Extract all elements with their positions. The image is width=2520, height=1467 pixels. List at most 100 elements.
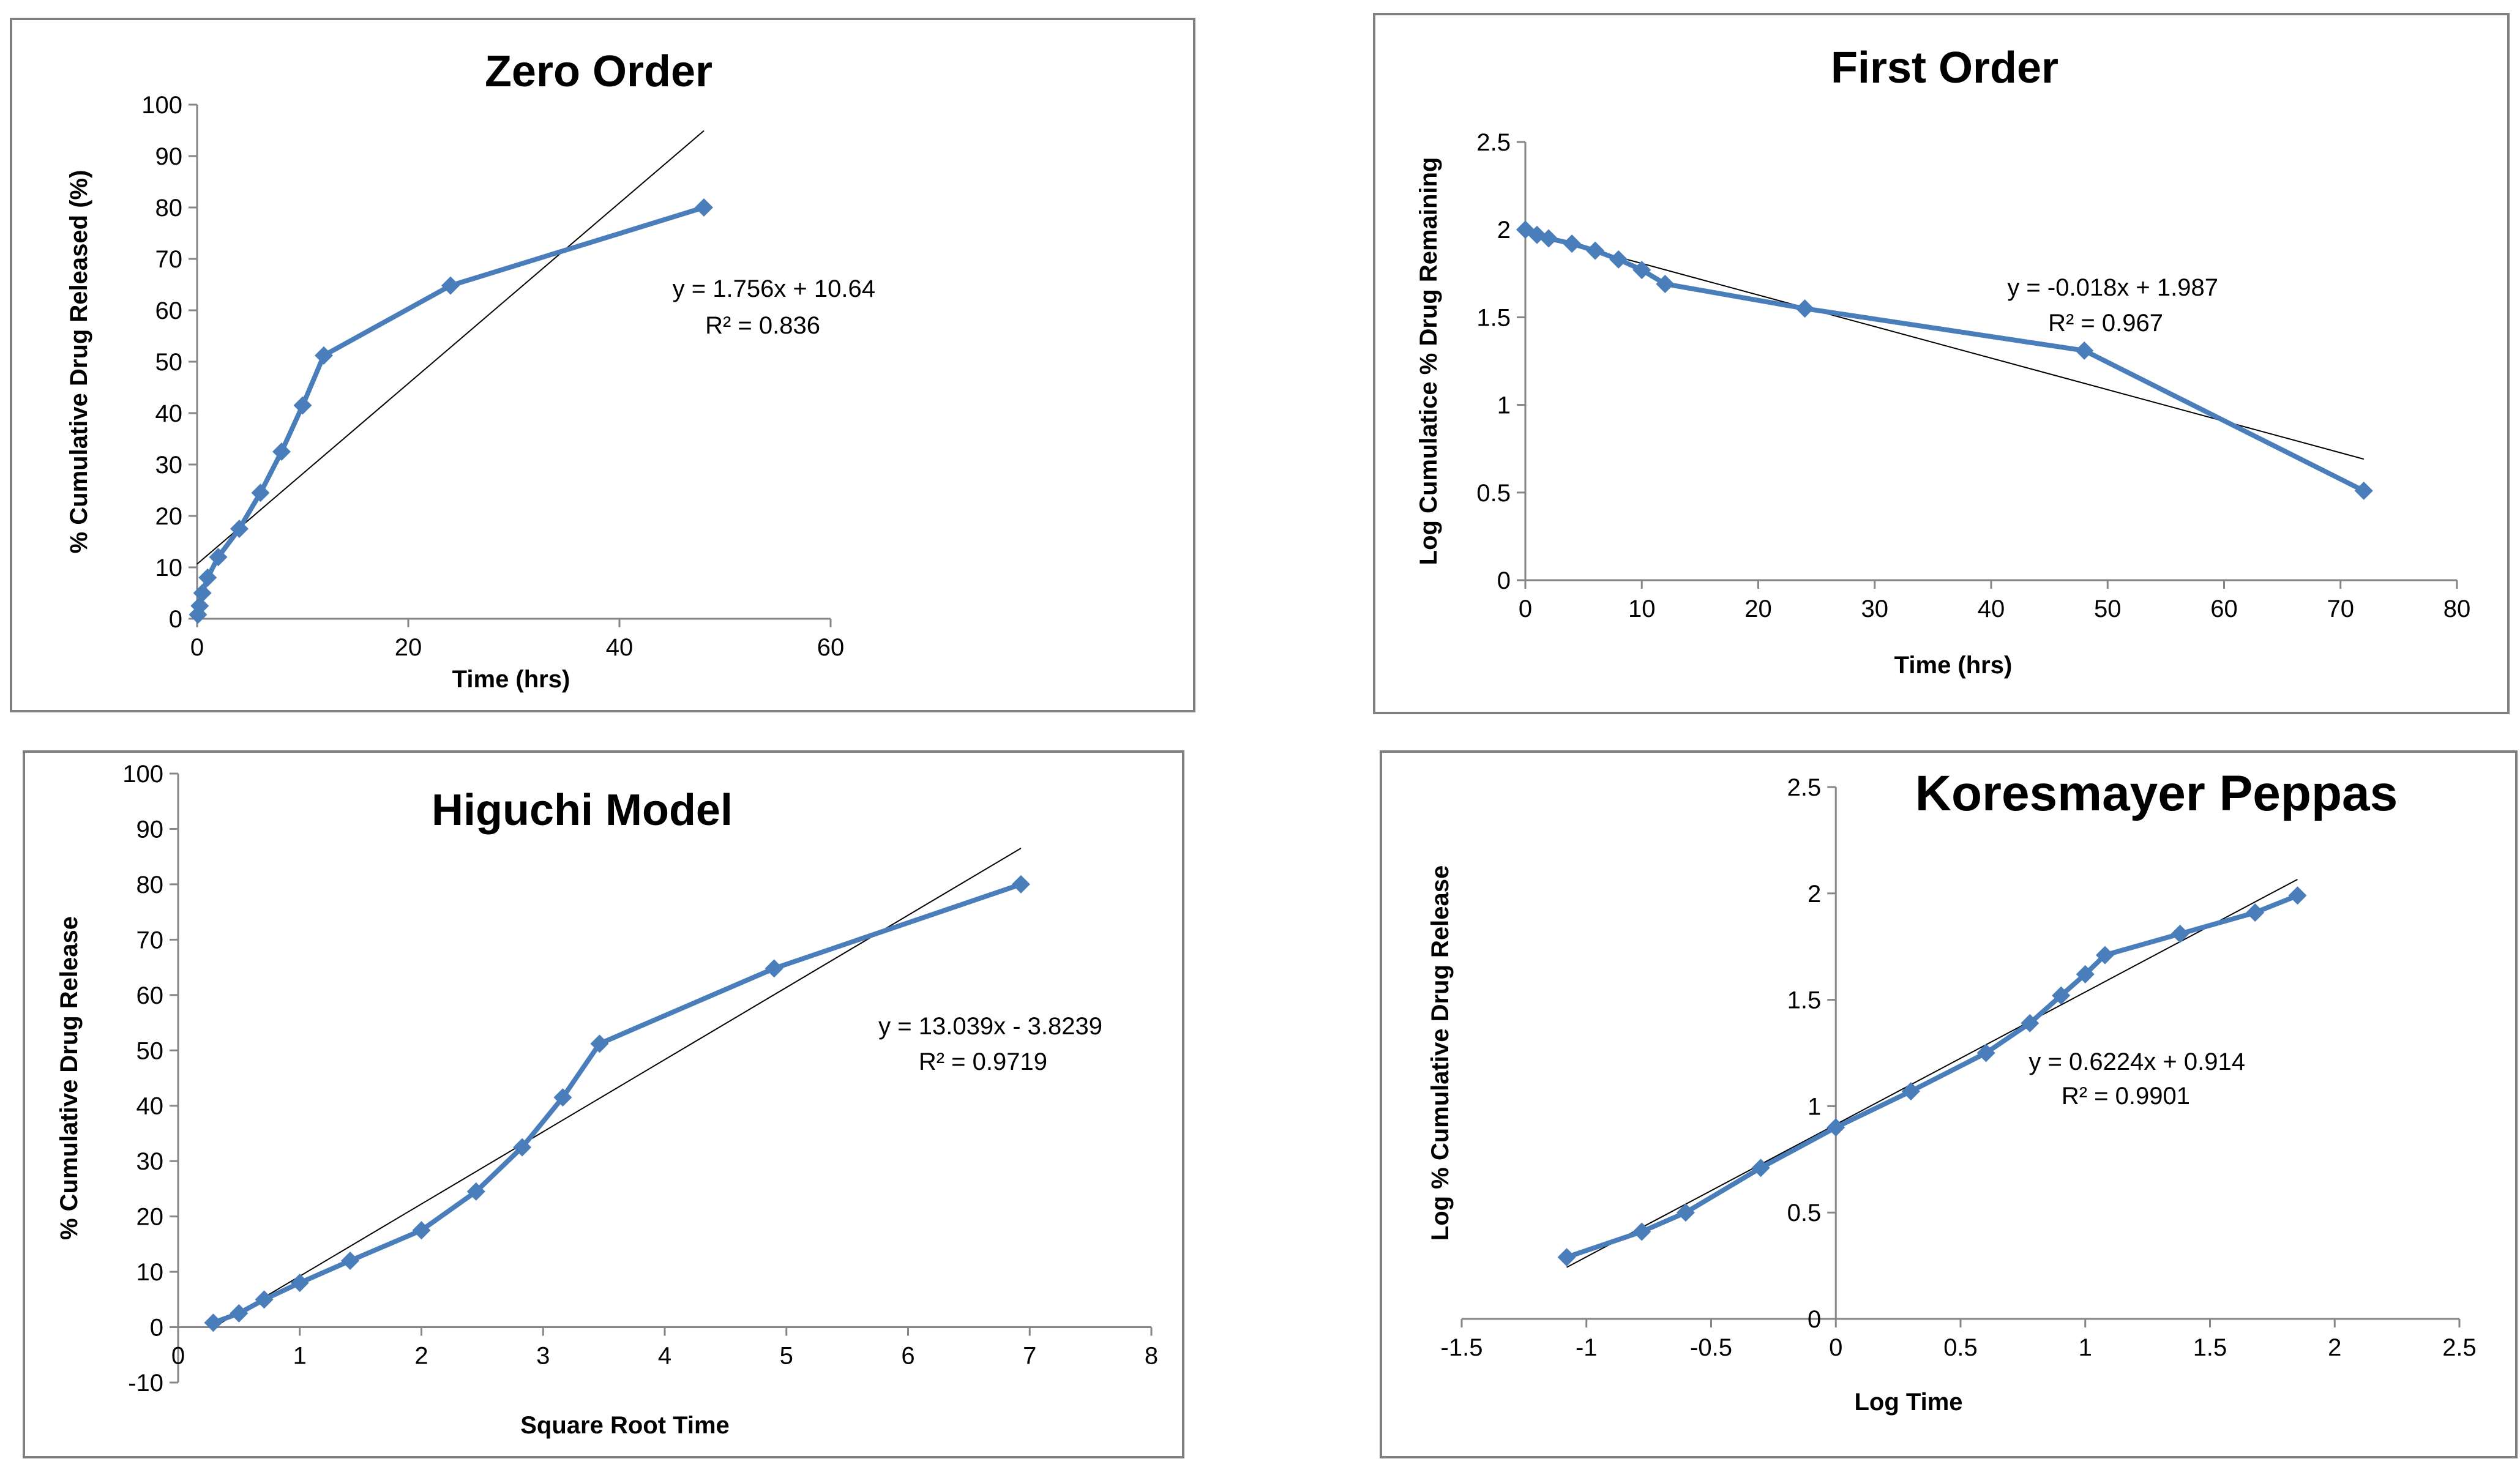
y-tick-label: 50	[155, 349, 183, 376]
data-point	[2288, 886, 2307, 905]
x-axis-label: Log Time	[1854, 1389, 1962, 1416]
y-tick-label: 0.5	[1787, 1200, 1822, 1226]
y-tick-label: 0	[150, 1315, 163, 1342]
y-tick-label: 1.5	[1787, 987, 1822, 1014]
x-axis-label: Square Root Time	[520, 1412, 730, 1439]
y-tick-label: 2.5	[1787, 774, 1822, 801]
y-tick-label: 20	[136, 1204, 164, 1231]
y-axis-label: Log % Cumulative Drug Release	[1427, 865, 1454, 1241]
y-axis-label: Log Cumulatice % Drug Remaining	[1415, 157, 1442, 566]
y-tick-label: 0.5	[1476, 480, 1511, 507]
data-point	[1563, 234, 1582, 253]
chart-panel-zero-order: 0 10 20 30 40 50 60 70 80 90 100 0 20 40 60 Zero Order T…	[10, 18, 1195, 712]
y-tick-label: 1	[1497, 392, 1511, 419]
y-tick-label: 80	[136, 872, 164, 898]
y-tick-label: 0	[1808, 1306, 1821, 1333]
data-point	[1632, 1222, 1651, 1241]
y-tick-label: 2	[1808, 881, 1821, 908]
x-tick-label: 2.5	[2442, 1334, 2477, 1361]
y-tick-label: 70	[136, 927, 164, 954]
y-tick-label: -10	[128, 1370, 163, 1397]
data-point	[290, 1274, 309, 1293]
x-tick-label: 2	[2328, 1334, 2341, 1361]
chart-title: Koresmayer Peppas	[1915, 766, 2398, 821]
data-point	[2246, 903, 2265, 922]
y-tick-label: 100	[122, 761, 163, 788]
x-tick-label: 8	[1145, 1343, 1158, 1370]
x-tick-label: 0	[171, 1343, 185, 1370]
data-point	[466, 1182, 485, 1201]
y-tick-label: 2.5	[1476, 129, 1511, 156]
x-tick-label: 40	[606, 634, 634, 661]
y-tick-label: 20	[155, 503, 183, 530]
x-tick-label: 0	[1519, 595, 1532, 622]
series-line	[212, 882, 1022, 1326]
x-tick-label: 70	[2327, 595, 2355, 622]
x-tick-label: 1	[2079, 1334, 2092, 1361]
data-point	[272, 442, 291, 461]
data-point	[315, 346, 333, 365]
y-tick-label: 60	[155, 297, 183, 324]
x-tick-label: 4	[658, 1343, 671, 1370]
x-tick-label: 20	[395, 634, 422, 661]
y-axis-label: % Cumulative Drug Released (%)	[65, 170, 92, 554]
x-tick-label: 60	[817, 634, 845, 661]
x-tick-label: 0	[1829, 1334, 1842, 1361]
data-point	[230, 520, 249, 538]
y-tick-label: 1	[1808, 1093, 1821, 1120]
y-tick-label: 60	[136, 982, 164, 1009]
trendline-equation: y = -0.018x + 1.987	[2007, 274, 2218, 301]
y-tick-label: 30	[155, 452, 183, 479]
x-tick-label: 7	[1023, 1343, 1036, 1370]
trendline-r-squared: R² = 0.9901	[2062, 1083, 2190, 1110]
data-point	[204, 1313, 223, 1332]
korsmeyer-peppas-chart: 0 0.5 1 1.5 2 2.5 -1.5 -1 -0.5 0 0.5 1 1.5 2 2.5 Koresm…	[1427, 766, 2477, 1416]
trendline-equation: y = 1.756x + 10.64	[673, 275, 875, 302]
series-line	[195, 205, 705, 616]
y-tick-label: 2	[1497, 217, 1511, 244]
data-point	[1751, 1159, 1770, 1178]
x-tick-label: 0.5	[1943, 1334, 1978, 1361]
x-axis-label: Time (hrs)	[452, 666, 570, 693]
data-point	[590, 1034, 609, 1053]
trendline	[212, 848, 1022, 1328]
data-point	[193, 584, 212, 602]
x-tick-label: -0.5	[1690, 1334, 1732, 1361]
x-tick-label: 50	[2094, 595, 2122, 622]
chart-title: Higuchi Model	[432, 786, 733, 835]
y-tick-label: 50	[136, 1037, 164, 1064]
trendline	[196, 130, 705, 565]
x-tick-label: 30	[1861, 595, 1889, 622]
y-tick-label: 40	[155, 400, 183, 427]
y-tick-label: 10	[155, 554, 183, 581]
trendline	[1566, 878, 2298, 1268]
data-point	[1901, 1082, 1920, 1101]
y-tick-label: 10	[136, 1259, 164, 1286]
x-tick-label: 10	[1628, 595, 1656, 622]
data-point	[2075, 341, 2094, 360]
x-tick-label: 3	[536, 1343, 550, 1370]
data-point	[293, 396, 312, 415]
data-point	[412, 1221, 431, 1240]
higuchi-chart: -10 0 10 20 30 40 50 60 70 80 90 100 0 1 2 3 4 5 6 7 8 Higuch…	[56, 761, 1158, 1439]
y-tick-label: 30	[136, 1148, 164, 1175]
x-tick-label: 1.5	[2193, 1334, 2227, 1361]
series-line	[1566, 893, 2299, 1260]
x-tick-label: -1	[1576, 1334, 1598, 1361]
trendline-r-squared: R² = 0.9719	[919, 1048, 1047, 1075]
first-order-chart: 0 0.5 1 1.5 2 2.5 0 10 20 30 40 50 60 70 80 First Order…	[1415, 43, 2470, 679]
trendline-r-squared: R² = 0.836	[705, 312, 820, 339]
x-tick-label: 60	[2210, 595, 2238, 622]
x-tick-label: 1	[293, 1343, 307, 1370]
data-point	[1795, 299, 1814, 318]
data-point	[1586, 241, 1605, 260]
data-point	[251, 483, 270, 502]
data-point	[765, 959, 783, 978]
chart-panel-korsmeyer-peppas: 0 0.5 1 1.5 2 2.5 -1.5 -1 -0.5 0 0.5 1 1.5 2 2.5 Koresm…	[1380, 750, 2518, 1458]
chart-panel-first-order: 0 0.5 1 1.5 2 2.5 0 10 20 30 40 50 60 70 80 First Order…	[1373, 13, 2510, 714]
trendline-equation: y = 13.039x - 3.8239	[878, 1013, 1102, 1040]
data-point	[553, 1088, 572, 1107]
trendline-r-squared: R² = 0.967	[2048, 310, 2163, 337]
data-point	[695, 198, 713, 217]
y-tick-label: 70	[155, 246, 183, 273]
